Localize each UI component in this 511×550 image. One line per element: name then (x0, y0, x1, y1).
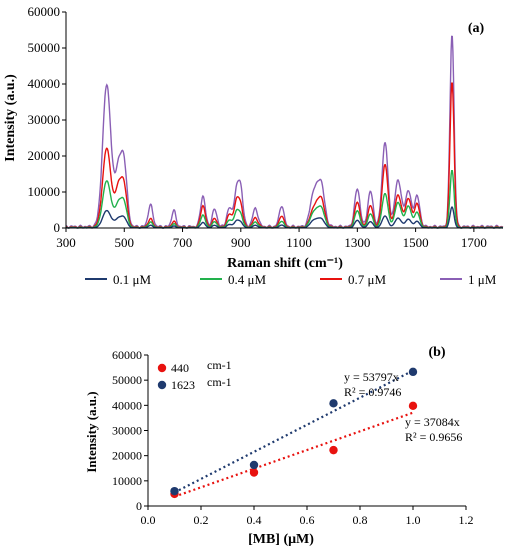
legend-label: 0.1 μM (113, 272, 151, 287)
spectra-x-tick-label: 900 (231, 235, 251, 250)
data-point (249, 460, 259, 470)
spectra-x-tick-label: 1500 (403, 235, 429, 250)
calibration-y-tick-label: 60000 (112, 348, 142, 362)
panel-b-label: (b) (428, 345, 445, 360)
calibration-y-tick-label: 50000 (112, 373, 142, 387)
spectra-y-tick-label: 40000 (28, 76, 61, 91)
panel-a-label: (a) (468, 21, 485, 36)
trendline-1623-equation: y = 53797x (344, 370, 399, 384)
legend-label: 0.7 μM (348, 272, 386, 287)
legend-label: 440 (171, 361, 189, 375)
spectrum-line (65, 82, 504, 229)
calibration-x-tick-label: 1.0 (406, 513, 421, 527)
calibration-x-tick-label: 0.8 (353, 513, 368, 527)
calibration-y-tick-label: 0 (136, 499, 142, 513)
data-point (329, 399, 338, 408)
trendline-440-equation: y = 37084x (405, 415, 460, 429)
legend-marker (157, 380, 167, 390)
calibration-y-tick-label: 10000 (112, 474, 142, 488)
trendline-1623-r2: R² = 0.9746 (344, 385, 401, 399)
legend-unit: cm-1 (207, 358, 232, 372)
legend-label: 1 μM (468, 272, 497, 287)
spectra-x-tick-label: 1300 (344, 235, 370, 250)
spectra-x-axis-title: Raman shift (cm⁻¹) (227, 256, 343, 271)
legend-label: 0.4 μM (228, 272, 266, 287)
data-point (170, 486, 179, 496)
spectra-y-tick-label: 30000 (28, 112, 61, 127)
spectra-series-group (65, 35, 504, 229)
data-point (329, 445, 338, 455)
spectra-x-tick-label: 300 (56, 235, 76, 250)
data-point (249, 468, 259, 477)
trendline-440-r2: R² = 0.9656 (405, 430, 462, 444)
calibration-y-axis-title: Intensity (a.u.) (84, 391, 99, 472)
spectra-y-tick-label: 10000 (28, 184, 61, 199)
calibration-x-tick-label: 0.2 (194, 513, 209, 527)
legend-label: 1623 (171, 378, 195, 392)
legend-marker (157, 363, 167, 373)
spectra-axes: 0 10000 20000 30000 40000 50000 60000 300 500 700… (28, 4, 503, 250)
spectra-y-tick-label: 0 (54, 220, 61, 235)
calibration-y-tick-label: 40000 (112, 398, 142, 412)
calibration-y-tick-label: 30000 (112, 424, 142, 438)
spectra-y-tick-label: 50000 (28, 40, 61, 55)
spectra-x-tick-label: 1100 (286, 235, 312, 250)
data-point (408, 401, 418, 411)
calibration-x-tick-label: 0.6 (300, 513, 315, 527)
spectra-legend: 0.1 μM 0.4 μM 0.7 μM 1 μM (85, 272, 497, 287)
calibration-chart: 0 10000 20000 30000 40000 50000 60000 0.0 0.2 0.4… (84, 345, 474, 547)
spectra-y-tick-label: 60000 (28, 4, 61, 19)
calibration-x-tick-label: 1.2 (459, 513, 474, 527)
legend-unit: cm-1 (207, 375, 232, 389)
spectra-y-axis-title: Intensity (a.u.) (3, 74, 18, 162)
spectra-y-tick-label: 20000 (28, 148, 61, 163)
data-point (408, 367, 418, 377)
calibration-axes: 0 10000 20000 30000 40000 50000 60000 0.0 0.2 0.4… (112, 348, 474, 527)
spectra-x-tick-label: 500 (115, 235, 135, 250)
calibration-legend: 440 cm-1 1623 cm-1 (157, 358, 232, 392)
calibration-x-tick-label: 0.4 (247, 513, 262, 527)
spectra-x-tick-label: 700 (173, 235, 193, 250)
calibration-y-tick-label: 20000 (112, 449, 142, 463)
spectra-x-tick-label: 1700 (461, 235, 487, 250)
calibration-x-tick-label: 0.0 (141, 513, 156, 527)
spectrum-line (65, 35, 504, 229)
calibration-plot-area (170, 367, 418, 499)
trendline (174, 411, 414, 498)
calibration-x-axis-title: [MB] (μM) (248, 532, 314, 547)
raman-spectra-chart: 0 10000 20000 30000 40000 50000 60000 300 500 700… (3, 4, 504, 287)
